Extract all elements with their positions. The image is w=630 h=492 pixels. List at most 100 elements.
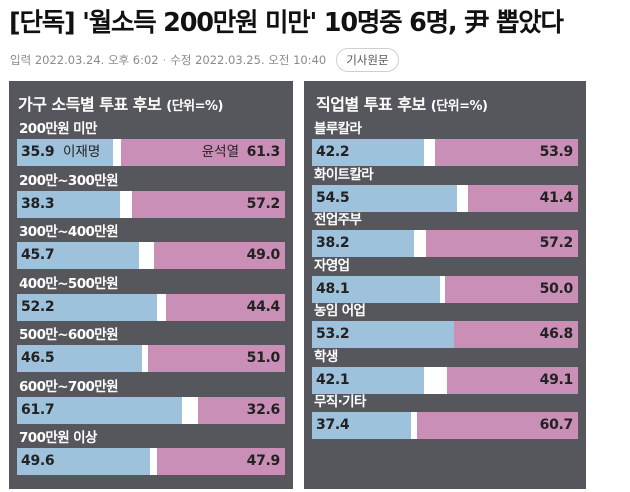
left-candidate-segment <box>17 190 120 218</box>
right-candidate-segment <box>131 190 285 218</box>
right-candidate-segment <box>156 448 285 475</box>
right-candidate-segment <box>416 412 578 439</box>
income-chart-title: 가구 소득별 투표 후보 (단위=%) <box>18 91 224 115</box>
left-candidate-value: 42.2 <box>316 144 350 160</box>
income-row-label: 300만~400만원 <box>19 224 119 240</box>
occupation-bar: 42.2 53.9 <box>312 139 578 166</box>
income-bar: 38.3 57.2 <box>17 190 285 218</box>
left-candidate-value: 54.5 <box>316 189 350 206</box>
right-candidate-value: 51.0 <box>246 350 281 366</box>
left-candidate-segment <box>17 396 183 424</box>
right-candidate-segment <box>166 293 285 321</box>
right-candidate-segment <box>467 184 578 212</box>
occupation-row: 블루칼라 42.2 53.9 <box>312 119 578 169</box>
occupation-bar: 53.2 46.8 <box>312 321 578 348</box>
right-candidate-segment <box>120 139 285 166</box>
income-bar: 35.9 61.3 이재명 윤석열 <box>17 139 285 166</box>
left-candidate-segment <box>312 321 454 348</box>
occupation-row-label: 학생 <box>314 348 338 365</box>
income-bar: 46.5 51.0 <box>17 345 285 372</box>
income-bar: 49.6 47.9 <box>17 448 285 475</box>
right-candidate-value: 41.4 <box>539 189 574 206</box>
left-candidate-segment <box>312 139 425 166</box>
income-row: 200만~300만원 38.3 57.2 <box>17 171 285 221</box>
occupation-row-label: 화이트칼라 <box>314 166 374 183</box>
income-row-label: 500만~600만원 <box>19 327 119 343</box>
occupation-row: 자영업 48.1 50.0 <box>312 256 578 306</box>
left-candidate-segment <box>17 345 142 372</box>
occupation-chart-title: 직업별 투표 후보 (단위=%) <box>316 91 488 115</box>
occupation-chart-title-text: 직업별 투표 후보 <box>316 95 426 114</box>
occupation-row-label: 농임 어업 <box>314 303 366 319</box>
income-row-label: 700만원 이상 <box>19 430 97 446</box>
left-candidate-segment <box>312 275 440 303</box>
income-row: 700만원 이상 49.6 47.9 <box>17 428 285 478</box>
modified-date: 수정 2022.03.25. 오전 10:40 <box>170 53 327 67</box>
income-chart-title-text: 가구 소득별 투표 후보 <box>18 95 162 114</box>
right-candidate-value: 60.7 <box>539 417 574 433</box>
occupation-row-label: 전업주부 <box>314 212 362 228</box>
income-bar: 52.2 44.4 <box>17 293 285 321</box>
income-row-label: 200만원 미만 <box>19 121 97 137</box>
right-candidate-segment <box>453 321 578 348</box>
left-candidate-segment <box>17 448 150 475</box>
article-meta: 입력 2022.03.24. 오후 6:02 · 수정 2022.03.25. … <box>10 48 399 72</box>
occupation-bar: 37.4 60.7 <box>312 412 578 439</box>
income-row: 200만원 미만 35.9 61.3 이재명 윤석열 <box>17 119 285 169</box>
left-candidate-value: 42.1 <box>316 371 350 388</box>
left-candidate-segment <box>312 366 424 394</box>
left-candidate-segment <box>17 293 157 321</box>
income-row: 300만~400만원 45.7 49.0 <box>17 222 285 272</box>
right-candidate-value: 49.1 <box>539 371 574 388</box>
occupation-row-label: 블루칼라 <box>314 121 362 137</box>
left-candidate-segment <box>17 242 140 269</box>
occupation-row-label: 자영업 <box>314 257 350 274</box>
left-candidate-segment <box>312 184 457 212</box>
right-candidate-value: 61.3 <box>246 144 281 160</box>
occupation-row: 전업주부 38.2 57.2 <box>312 210 578 260</box>
occupation-bar: 42.1 49.1 <box>312 366 578 394</box>
income-bar: 45.7 49.0 <box>17 242 285 269</box>
original-article-button[interactable]: 기사원문 <box>336 48 399 72</box>
right-candidate-value: 57.2 <box>246 195 281 212</box>
income-bar: 61.7 32.6 <box>17 396 285 424</box>
right-candidate-segment <box>197 396 285 424</box>
left-candidate-name: 이재명 <box>63 144 101 160</box>
right-candidate-segment <box>148 345 285 372</box>
income-row: 500만~600만원 46.5 51.0 <box>17 325 285 375</box>
right-candidate-segment <box>434 139 578 166</box>
right-candidate-name: 윤석열 <box>201 144 239 160</box>
occupation-vote-chart: 직업별 투표 후보 (단위=%) 블루칼라 42.2 53.9 화이트칼라 54.5 41… <box>304 81 586 489</box>
right-candidate-value: 53.9 <box>539 144 574 160</box>
left-candidate-value: 52.2 <box>21 298 55 315</box>
left-candidate-value: 37.4 <box>316 417 350 433</box>
income-row: 600만~700만원 61.7 32.6 <box>17 377 285 427</box>
income-row-label: 600만~700만원 <box>19 378 119 395</box>
input-date: 입력 2022.03.24. 오후 6:02 <box>10 53 159 67</box>
left-candidate-value: 45.7 <box>21 247 55 263</box>
right-candidate-value: 32.6 <box>246 401 281 418</box>
left-candidate-segment <box>312 230 414 257</box>
right-candidate-segment <box>447 366 578 394</box>
right-candidate-segment <box>445 275 578 303</box>
income-chart-unit: (단위=%) <box>166 99 224 114</box>
occupation-row: 화이트칼라 54.5 41.4 <box>312 165 578 215</box>
right-candidate-value: 44.4 <box>246 298 281 315</box>
right-candidate-value: 46.8 <box>539 326 574 342</box>
left-candidate-segment <box>17 139 114 166</box>
left-candidate-value: 61.7 <box>21 401 55 418</box>
right-candidate-value: 57.2 <box>539 235 574 251</box>
article-headline: [단독] '월소득 200만원 미만' 10명중 6명, 尹 뽑았다 <box>9 8 564 38</box>
left-candidate-value: 46.5 <box>21 350 55 366</box>
right-candidate-segment <box>425 230 578 257</box>
left-candidate-value: 38.2 <box>316 235 350 251</box>
right-candidate-value: 49.0 <box>246 247 281 263</box>
income-row: 400만~500만원 52.2 44.4 <box>17 274 285 324</box>
occupation-row: 농임 어업 53.2 46.8 <box>312 301 578 351</box>
right-candidate-value: 47.9 <box>246 453 281 469</box>
left-candidate-value: 53.2 <box>316 326 350 342</box>
occupation-row: 무직·기타 37.4 60.7 <box>312 392 578 442</box>
meta-separator: · <box>162 53 167 67</box>
occupation-bar: 54.5 41.4 <box>312 184 578 212</box>
right-candidate-segment <box>153 242 285 269</box>
